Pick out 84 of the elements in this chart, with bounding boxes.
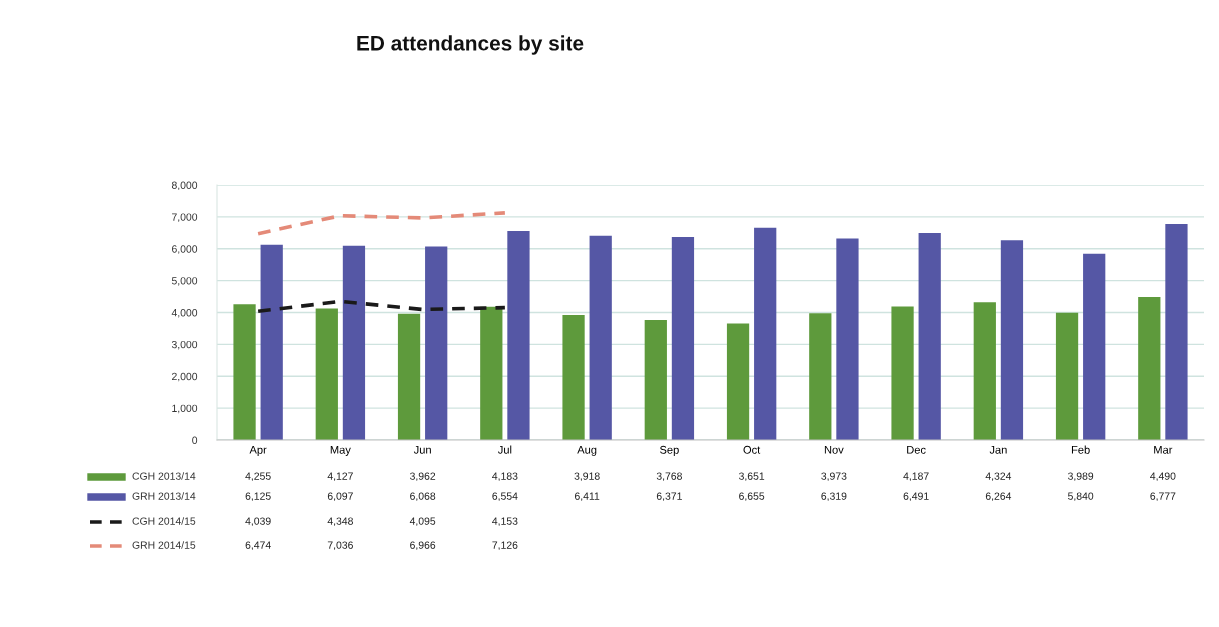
bar: [1165, 223, 1188, 440]
data-label: 4,183: [492, 472, 518, 482]
data-label: 6,068: [410, 492, 436, 502]
data-label: 3,918: [574, 472, 600, 482]
data-label: 4,348: [327, 517, 353, 527]
bar: [1138, 296, 1161, 440]
legend-label: GRH 2013/14: [132, 492, 196, 500]
bar: [1000, 240, 1024, 440]
bar: [836, 238, 859, 440]
bar: [480, 306, 503, 440]
line-series: [256, 299, 507, 314]
y-tick-label: 6,000: [172, 245, 198, 254]
data-label: 3,973: [821, 472, 847, 482]
data-label: 4,039: [245, 517, 271, 527]
y-tick-label: 8,000: [171, 181, 198, 191]
bar: [342, 245, 366, 440]
bar: [260, 244, 283, 440]
legend-label: GRH 2014/15: [132, 541, 196, 549]
line-series: [256, 211, 507, 236]
x-tick-label: Mar: [1154, 445, 1173, 454]
x-tick-label: May: [330, 445, 351, 456]
bar: [754, 227, 777, 440]
x-tick-label: Feb: [1071, 445, 1090, 454]
x-tick-label: Nov: [824, 445, 844, 454]
y-tick-label: 1,000: [172, 404, 198, 414]
bar: [315, 308, 338, 440]
data-label: 7,036: [327, 541, 353, 551]
data-label: 6,554: [492, 492, 518, 502]
bar: [589, 235, 612, 440]
data-label: 3,651: [738, 472, 765, 482]
bar: [507, 231, 530, 440]
bar: [809, 313, 832, 440]
data-label: 4,187: [903, 472, 929, 482]
data-label: 5,840: [1068, 492, 1094, 502]
data-label: 6,474: [245, 541, 271, 551]
bar: [671, 236, 695, 440]
y-tick-label: 4,000: [171, 309, 198, 318]
data-label: 6,655: [739, 492, 765, 502]
data-label: 6,097: [327, 492, 353, 502]
bar: [973, 302, 996, 440]
data-label: 6,966: [410, 541, 436, 551]
data-label: 6,371: [656, 492, 682, 502]
data-label: 3,962: [409, 472, 436, 482]
y-tick-label: 5,000: [171, 277, 198, 286]
chart-title: ED attendances by site: [357, 35, 584, 55]
data-label: 3,989: [1067, 472, 1094, 482]
bar: [891, 306, 914, 440]
x-tick-label: Jul: [497, 445, 512, 454]
y-tick-label: 2,000: [172, 372, 198, 382]
legend-label: CGH 2014/15: [132, 517, 196, 525]
y-tick-label: 3,000: [171, 340, 198, 350]
x-tick-label: Oct: [743, 445, 761, 454]
bar: [397, 313, 421, 440]
data-label: 3,768: [656, 472, 682, 482]
x-tick-label: Aug: [577, 445, 597, 456]
x-tick-label: Jun: [413, 445, 431, 454]
data-label: 6,491: [903, 492, 929, 502]
x-tick-label: Dec: [907, 445, 926, 454]
data-label: 4,255: [245, 472, 271, 482]
data-label: 6,319: [821, 492, 847, 502]
bar: [233, 304, 256, 440]
data-label: 4,095: [409, 517, 436, 527]
x-tick-label: Sep: [660, 445, 679, 456]
bar: [644, 319, 667, 440]
y-tick-label: 7,000: [172, 213, 198, 222]
legend-label: CGH 2013/14: [132, 472, 196, 480]
data-label: 7,126: [492, 541, 518, 551]
bar: [562, 315, 585, 440]
data-label: 4,127: [327, 472, 353, 482]
data-label: 6,264: [985, 492, 1012, 502]
data-label: 6,777: [1150, 492, 1176, 502]
x-tick-label: Apr: [249, 445, 267, 456]
y-tick-label: 0: [192, 436, 198, 444]
bar: [425, 246, 448, 440]
data-label: 6,125: [245, 492, 271, 502]
x-tick-label: Jan: [989, 445, 1007, 454]
data-label: 4,490: [1150, 472, 1176, 482]
data-label: 4,324: [985, 472, 1012, 482]
bar: [726, 323, 750, 440]
data-label: 6,411: [575, 492, 600, 502]
bar: [1055, 312, 1079, 440]
bar: [1083, 253, 1106, 440]
data-label: 4,153: [492, 517, 518, 527]
bar: [918, 233, 941, 440]
